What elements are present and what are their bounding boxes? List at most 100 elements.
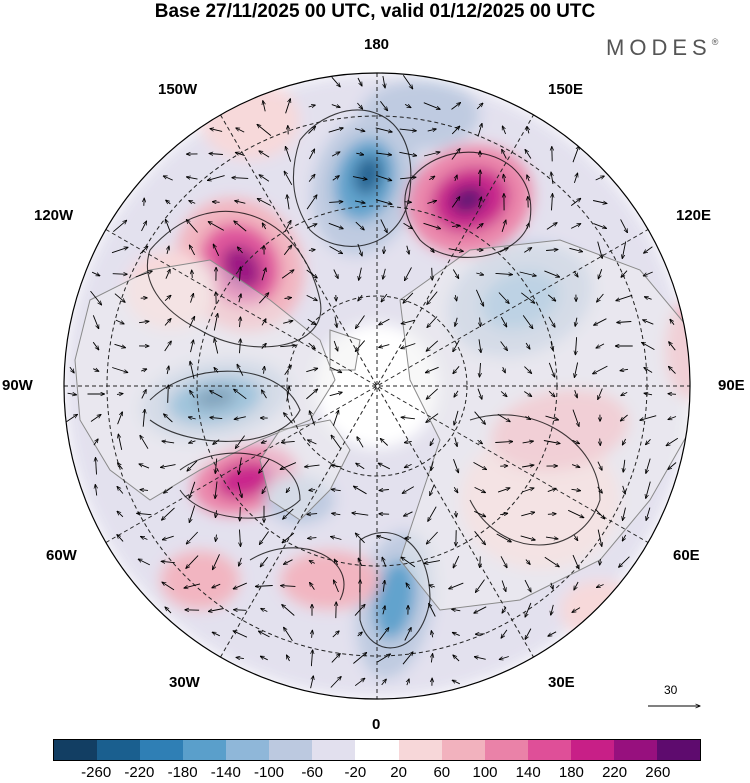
wind-vector bbox=[643, 271, 653, 276]
wind-vector bbox=[161, 464, 176, 468]
wind-vector bbox=[187, 177, 198, 179]
wind-vector bbox=[551, 172, 553, 184]
wind-vector bbox=[280, 462, 297, 470]
wind-vector bbox=[354, 129, 365, 132]
anomaly-blob bbox=[665, 300, 690, 400]
wind-vector bbox=[311, 650, 312, 667]
wind-vector bbox=[525, 150, 532, 159]
wind-vector bbox=[237, 482, 242, 497]
wind-vector bbox=[93, 369, 99, 372]
wind-vector bbox=[236, 657, 244, 658]
colorbar-swatch bbox=[140, 740, 184, 760]
wind-vector bbox=[354, 486, 367, 495]
lon-label-150w: 150W bbox=[158, 81, 198, 98]
wind-vector bbox=[620, 369, 629, 370]
wind-vector bbox=[331, 76, 340, 87]
wind-vector bbox=[670, 319, 675, 325]
wind-vector bbox=[431, 654, 432, 663]
wind-vector bbox=[332, 513, 341, 514]
wind-vector bbox=[644, 393, 653, 395]
wind-vector bbox=[283, 508, 294, 519]
lon-label-90e: 90E bbox=[718, 377, 745, 394]
wind-vector bbox=[379, 318, 390, 325]
wind-vector bbox=[572, 439, 580, 443]
wind-vector bbox=[139, 321, 149, 322]
wind-vector bbox=[162, 441, 175, 443]
wind-vector bbox=[644, 297, 652, 300]
wind-vector bbox=[114, 343, 126, 347]
wind-vector bbox=[357, 77, 362, 86]
colorbar-swatch bbox=[269, 740, 313, 760]
wind-vector bbox=[281, 441, 295, 442]
wind-vector bbox=[543, 440, 560, 444]
colorbar-tick-label: -60 bbox=[301, 764, 324, 781]
wind-vector bbox=[310, 582, 315, 590]
wind-vector bbox=[284, 365, 292, 376]
anomaly-blob bbox=[360, 80, 480, 150]
wind-vector bbox=[646, 458, 651, 474]
wind-vector bbox=[259, 631, 270, 638]
wind-vector bbox=[545, 415, 559, 420]
wind-vector bbox=[237, 247, 243, 254]
colorbar-swatch bbox=[570, 740, 614, 760]
anomaly-field bbox=[64, 73, 690, 699]
wind-vector bbox=[499, 248, 508, 253]
wind-vector bbox=[284, 298, 292, 299]
wind-vector bbox=[475, 289, 483, 306]
wind-vector bbox=[375, 127, 393, 132]
wind-vector bbox=[213, 554, 220, 569]
wind-vector bbox=[141, 537, 148, 540]
wind-vector bbox=[427, 201, 436, 204]
wind-vector bbox=[497, 413, 510, 421]
colorbar bbox=[53, 739, 701, 761]
wind-vector bbox=[594, 508, 604, 519]
meridian-line bbox=[105, 229, 649, 543]
contour-line bbox=[249, 547, 345, 601]
wind-vector bbox=[207, 175, 225, 181]
wind-vector bbox=[451, 149, 460, 160]
wind-vector bbox=[92, 341, 99, 350]
wind-vector bbox=[165, 607, 172, 614]
wind-vector bbox=[308, 174, 315, 182]
wind-vector bbox=[546, 250, 558, 251]
wind-vector bbox=[473, 462, 487, 469]
wind-vector bbox=[353, 653, 366, 664]
wind-vector bbox=[452, 680, 460, 685]
wind-vector bbox=[480, 556, 481, 567]
wind-vector bbox=[141, 369, 147, 371]
wind-vector bbox=[240, 267, 241, 282]
wind-vector bbox=[476, 579, 485, 593]
wind-vector bbox=[502, 149, 507, 159]
wind-vector bbox=[546, 223, 557, 230]
wind-vector bbox=[547, 514, 556, 515]
wind-vector bbox=[114, 293, 125, 303]
wind-vector bbox=[424, 560, 440, 564]
wind-vector bbox=[377, 536, 392, 541]
wind-vector bbox=[212, 583, 221, 588]
wind-vector bbox=[501, 220, 506, 233]
wind-vector bbox=[646, 481, 651, 499]
wind-vector bbox=[451, 103, 461, 110]
wind-vector bbox=[427, 316, 438, 328]
wind-vector bbox=[352, 176, 367, 180]
wind-vector bbox=[90, 290, 102, 305]
wind-vector bbox=[209, 154, 223, 155]
anomaly-blob bbox=[160, 550, 240, 610]
anomaly-blob bbox=[450, 185, 486, 215]
anomaly-blob bbox=[200, 80, 300, 160]
wind-vector bbox=[215, 481, 217, 499]
meridian-line bbox=[220, 114, 534, 658]
wind-vector bbox=[669, 366, 676, 374]
wind-vector bbox=[239, 457, 242, 475]
wind-vector bbox=[643, 320, 654, 325]
wind-vector bbox=[382, 557, 387, 567]
wind-vector bbox=[381, 679, 387, 686]
wind-vector bbox=[597, 461, 602, 471]
wind-vector bbox=[112, 367, 128, 373]
wind-vector bbox=[551, 582, 553, 589]
wind-vector bbox=[452, 225, 460, 226]
wind-vector bbox=[332, 631, 339, 638]
contour-line bbox=[404, 151, 532, 258]
wind-vector bbox=[168, 385, 169, 403]
wind-vector bbox=[306, 195, 317, 210]
